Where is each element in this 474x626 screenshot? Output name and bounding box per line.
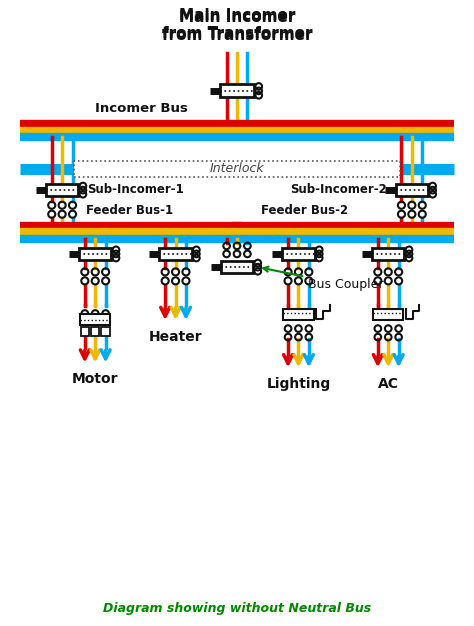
Text: Heater: Heater xyxy=(149,329,202,344)
Text: Main Incomer
from Transformer: Main Incomer from Transformer xyxy=(162,9,312,43)
Bar xyxy=(283,309,314,320)
Text: Sub-Incomer-1: Sub-Incomer-1 xyxy=(87,183,183,196)
Bar xyxy=(220,85,254,98)
Bar xyxy=(81,327,89,336)
Bar xyxy=(80,314,110,325)
Bar xyxy=(372,248,404,260)
Text: Main Incomer
from Transformer: Main Incomer from Transformer xyxy=(162,8,312,41)
Text: Diagram showing without Neutral Bus: Diagram showing without Neutral Bus xyxy=(103,602,371,615)
Text: Lighting: Lighting xyxy=(266,377,330,391)
Bar xyxy=(101,327,110,336)
Bar xyxy=(91,327,100,336)
Text: Incomer Bus: Incomer Bus xyxy=(95,103,188,115)
Text: Motor: Motor xyxy=(72,372,118,386)
Text: Interlock: Interlock xyxy=(210,162,264,175)
Bar xyxy=(221,261,253,274)
Text: Sub-Incomer-2: Sub-Incomer-2 xyxy=(291,183,387,196)
Bar xyxy=(74,161,400,177)
Text: Feeder Bus-2: Feeder Bus-2 xyxy=(261,204,348,217)
Text: AC: AC xyxy=(378,377,399,391)
Bar xyxy=(159,248,191,260)
Bar xyxy=(396,184,428,197)
Bar xyxy=(79,248,111,260)
Bar xyxy=(46,184,78,197)
Bar xyxy=(373,309,403,320)
Text: Bus Coupler: Bus Coupler xyxy=(263,267,383,292)
Bar xyxy=(283,248,315,260)
Text: Feeder Bus-1: Feeder Bus-1 xyxy=(86,204,173,217)
